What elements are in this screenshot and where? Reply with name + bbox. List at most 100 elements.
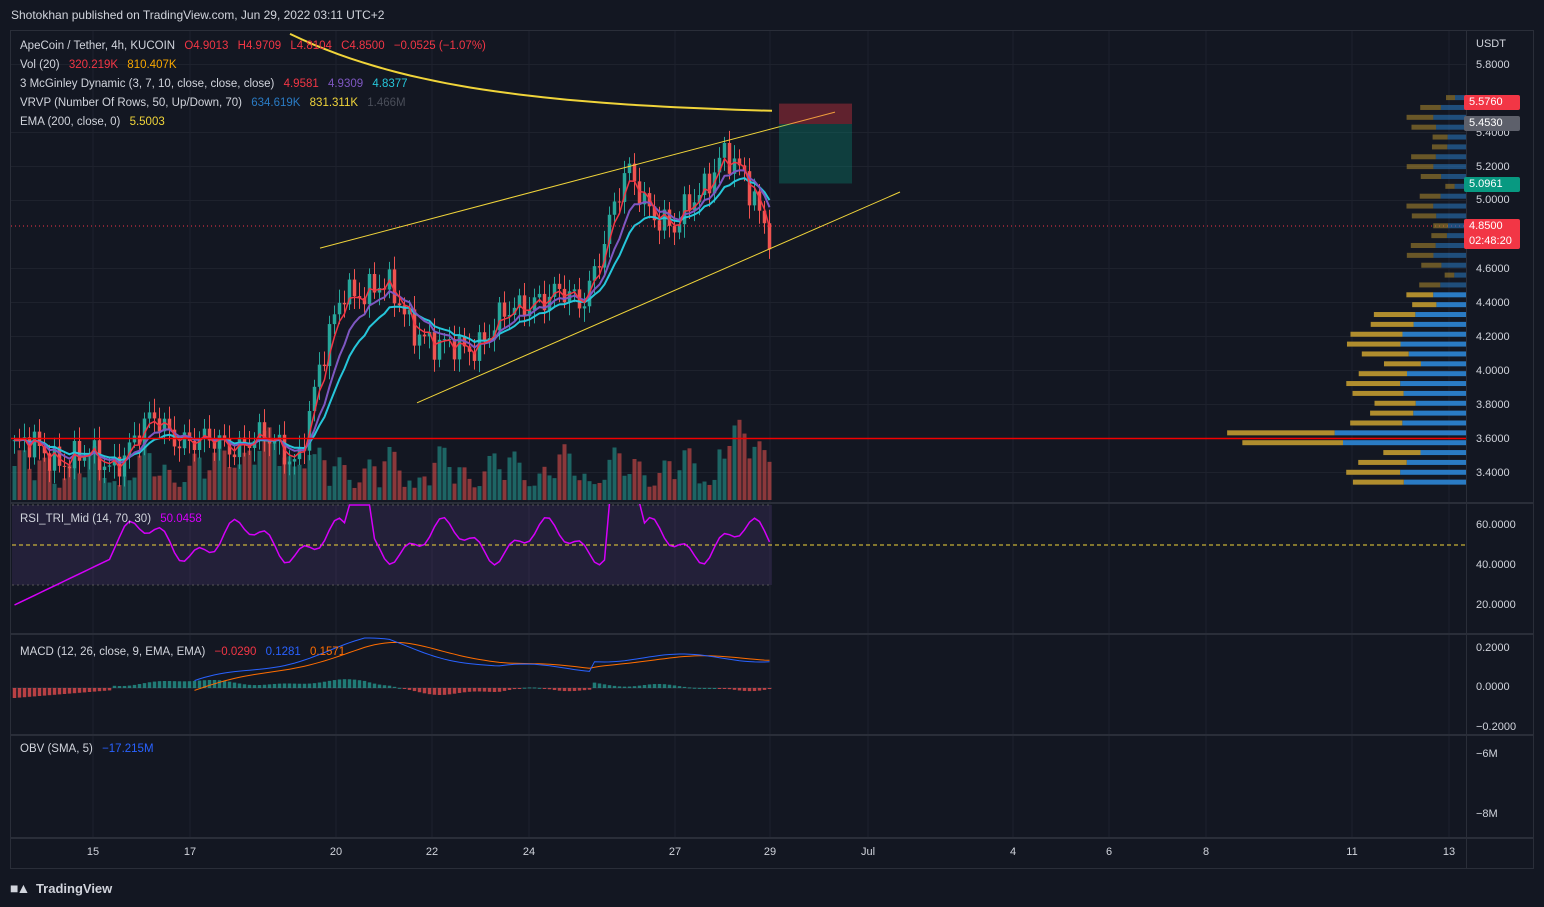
vrvp-down-bar (1420, 173, 1442, 179)
candle-body (122, 455, 127, 477)
volume-bar (277, 466, 282, 500)
macd-histogram-bar (547, 688, 552, 690)
vrvp-value-2: 831.311K (309, 97, 359, 109)
vrvp-up-bar (1436, 124, 1466, 130)
macd-histogram-bar (77, 688, 82, 693)
rsi-legend[interactable]: RSI_TRI_Mid (14, 70, 30) 50.0458 (20, 513, 202, 525)
macd-histogram-bar (67, 688, 72, 694)
volume-bar (662, 460, 667, 500)
volume-bar (87, 453, 92, 500)
ema-label[interactable]: EMA (200, close, 0) (20, 116, 121, 128)
vrvp-up-bar (1342, 440, 1466, 446)
volume-bar (437, 446, 442, 500)
volume-bar (217, 435, 222, 500)
vrvp-label[interactable]: VRVP (Number Of Rows, 50, Up/Down, 70) (20, 97, 242, 109)
pane-separator-2[interactable] (10, 633, 1534, 635)
vrvp-legend[interactable]: VRVP (Number Of Rows, 50, Up/Down, 70) 6… (20, 97, 406, 109)
vrvp-up-bar (1406, 459, 1466, 465)
price-axis-currency[interactable]: USDT (1476, 38, 1506, 50)
macd-histogram-bar (57, 688, 62, 695)
candle-body (687, 194, 692, 211)
macd-label[interactable]: MACD (12, 26, close, 9, EMA, EMA) (20, 646, 206, 658)
macd-histogram-bar (262, 684, 267, 688)
volume-bar (617, 453, 622, 500)
macd-histogram-bar (482, 688, 487, 692)
macd-histogram-bar (432, 688, 437, 695)
obv-legend[interactable]: OBV (SMA, 5) −17.215M (20, 743, 154, 755)
mcg-value-1: 4.9581 (283, 78, 319, 90)
mcg-value-3: 4.8377 (372, 78, 408, 90)
vrvp-down-bar (1406, 164, 1434, 170)
candle-body (347, 279, 352, 305)
macd-legend[interactable]: MACD (12, 26, close, 9, EMA, EMA) −0.029… (20, 646, 345, 658)
mcg-value-2: 4.9309 (327, 78, 364, 90)
ema-legend[interactable]: EMA (200, close, 0) 5.5003 (20, 116, 165, 128)
volume-bar (77, 473, 82, 500)
mcginley-legend[interactable]: 3 McGinley Dynamic (3, 7, 10, close, clo… (20, 78, 408, 90)
macd-histogram-bar (287, 683, 292, 688)
macd-histogram-bar (242, 684, 247, 688)
obv-label[interactable]: OBV (SMA, 5) (20, 743, 93, 755)
position-target-zone (779, 124, 852, 184)
volume-bar (152, 476, 157, 500)
candle-body (527, 310, 532, 317)
macd-histogram-bar (607, 685, 612, 688)
volume-bar (307, 454, 312, 500)
vrvp-down-bar (1370, 321, 1414, 327)
volume-bar (677, 470, 682, 500)
ohlc-close: C4.8500 (341, 40, 385, 52)
macd-histogram-bar (307, 683, 312, 688)
vrvp-up-bar (1435, 243, 1466, 248)
volume-bar (457, 467, 462, 500)
volume-bar (637, 461, 642, 500)
macd-histogram-bar (292, 683, 297, 688)
volume-bar (527, 486, 532, 500)
volume-bar (582, 473, 587, 500)
vrvp-up-bar (1413, 410, 1466, 416)
vrvp-down-bar (1406, 114, 1434, 120)
macd-histogram-bar (382, 685, 387, 688)
candle-body (152, 412, 157, 419)
vol-label[interactable]: Vol (20) (20, 59, 60, 71)
volume-bar (202, 478, 207, 500)
vrvp-down-bar (1373, 312, 1416, 318)
vrvp-down-bar (1346, 381, 1401, 387)
symbol-name[interactable]: ApeCoin / Tether, 4h, KUCOIN (20, 40, 176, 52)
pane-separator-3[interactable] (10, 734, 1534, 736)
time-tick: Jul (860, 846, 876, 858)
candle-body (57, 446, 62, 466)
vrvp-value-3: 1.466M (367, 97, 406, 109)
macd-histogram-bar (527, 687, 532, 689)
vrvp-down-bar (1411, 154, 1436, 160)
candle-body (612, 201, 617, 215)
vrvp-up-bar (1415, 312, 1466, 318)
price-tick: 5.8000 (1476, 59, 1510, 71)
vrvp-down-bar (1352, 390, 1404, 396)
pane-separator-1[interactable] (10, 502, 1534, 504)
mcg-label[interactable]: 3 McGinley Dynamic (3, 7, 10, close, clo… (20, 78, 275, 90)
macd-histogram-bar (747, 688, 752, 692)
candle-body (197, 438, 202, 451)
channel-lower-trendline (416, 191, 901, 404)
candle-body (582, 306, 587, 309)
candle-body (637, 181, 642, 205)
macd-histogram-bar (392, 686, 397, 688)
rsi-label[interactable]: RSI_TRI_Mid (14, 70, 30) (20, 513, 152, 525)
macd-histogram-bar (182, 681, 187, 688)
vrvp-down-bar (1346, 341, 1401, 347)
macd-histogram-bar (642, 684, 647, 688)
macd-histogram-bar (442, 688, 447, 695)
tradingview-footer[interactable]: ■▲ TradingView (10, 880, 112, 896)
volume-bar (227, 466, 232, 500)
candle-body (137, 435, 142, 445)
volume-legend[interactable]: Vol (20) 320.219K 810.407K (20, 59, 177, 71)
ema-200-line (289, 32, 773, 112)
vrvp-down-bar (1350, 420, 1403, 426)
macd-histogram-bar (322, 681, 327, 688)
candle-body (157, 418, 162, 432)
symbol-legend[interactable]: ApeCoin / Tether, 4h, KUCOIN O4.9013 H4.… (20, 40, 486, 52)
macd-histogram-bar (437, 688, 442, 695)
volume-bar (292, 466, 297, 500)
macd-histogram-bar (227, 681, 232, 688)
